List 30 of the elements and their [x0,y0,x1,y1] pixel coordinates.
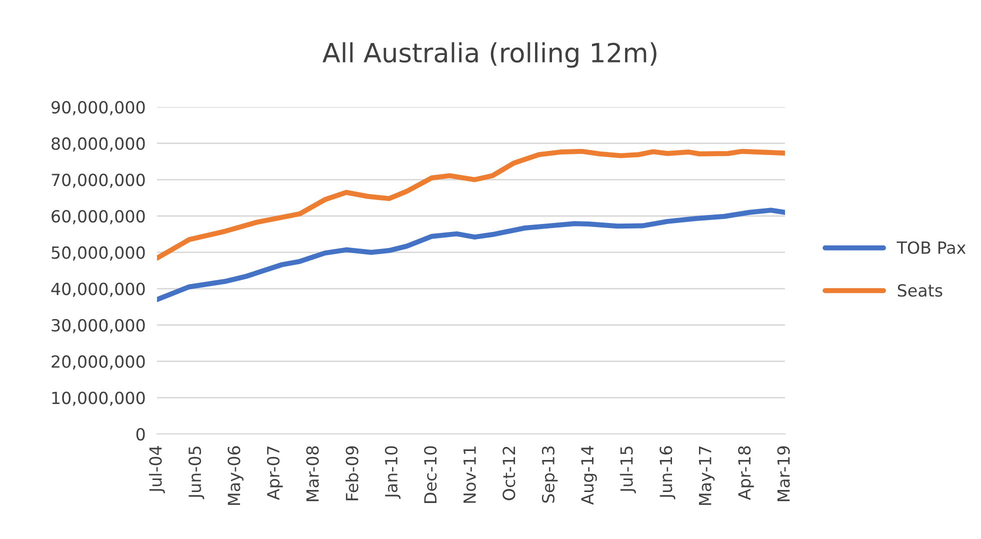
y-tick-label: 60,000,000 [52,210,145,224]
y-tick-label: 0 [136,428,145,441]
x-tick-label: Jul-15 [620,446,636,494]
x-tick-label: Mar-19 [777,446,790,502]
x-tick-label: Jun-16 [660,446,676,500]
y-tick-label: 50,000,000 [52,246,145,261]
chart-title: All Australia (rolling 12m) [322,42,656,68]
x-tick-label: May-06 [228,446,244,505]
x-tick-label: Oct-12 [502,446,516,500]
x-tick-label: Jan-10 [384,446,401,499]
y-tick-label: 90,000,000 [52,100,145,116]
x-tick-label: Dec-10 [424,446,437,503]
y-tick-label: 40,000,000 [51,282,145,297]
y-tick-label: 10,000,000 [52,392,145,406]
x-tick-label: Sep-13 [542,446,558,503]
y-tick-label: 80,000,000 [52,137,145,152]
y-tick-label: 20,000,000 [52,355,145,370]
legend-label: TOB Pax [896,241,966,254]
y-tick-label: 30,000,000 [52,318,145,334]
x-tick-label: Nov-11 [464,446,476,503]
x-tick-label: Apr-07 [266,446,283,500]
x-tick-label: Aug-14 [581,446,597,505]
x-tick-label: Jun-05 [188,446,204,500]
x-tick-label: Mar-08 [306,446,319,502]
x-tick-label: May-17 [699,446,715,505]
legend-label: Seats [898,284,942,297]
y-tick-label: 70,000,000 [52,174,145,188]
x-tick-label: Feb-09 [345,446,358,500]
x-tick-label: Apr-18 [738,446,754,500]
x-tick-label: Jul-04 [148,446,165,494]
